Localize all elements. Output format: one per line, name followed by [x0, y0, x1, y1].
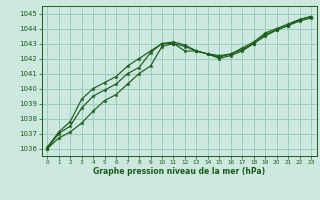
X-axis label: Graphe pression niveau de la mer (hPa): Graphe pression niveau de la mer (hPa) [93, 167, 265, 176]
